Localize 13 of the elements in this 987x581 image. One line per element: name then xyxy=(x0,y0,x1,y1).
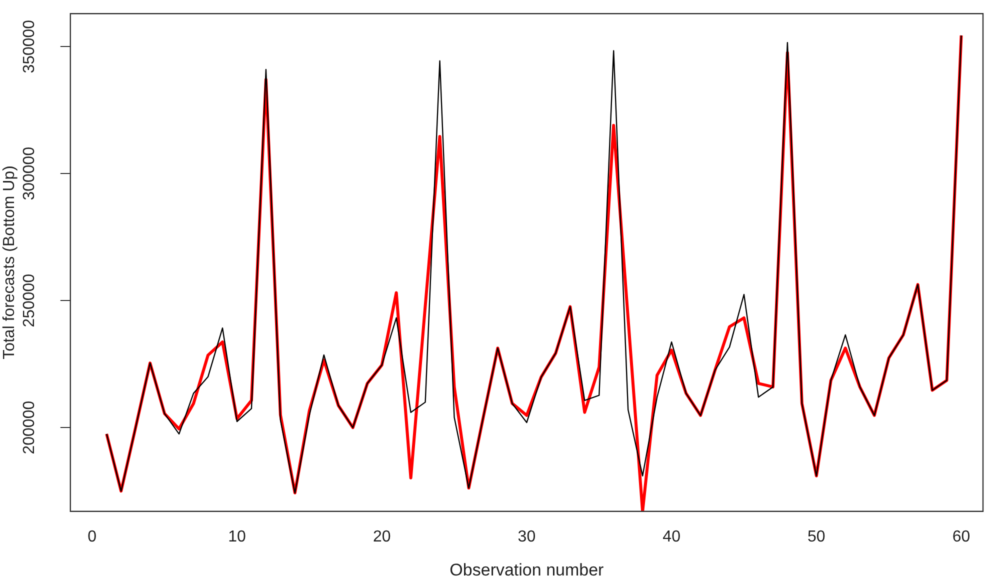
x-tick-label: 20 xyxy=(372,528,391,546)
x-tick-label: 50 xyxy=(808,528,826,546)
y-axis-title: Total forecasts (Bottom Up) xyxy=(1,166,18,360)
x-tick-label: 60 xyxy=(952,528,970,546)
x-tick-label: 30 xyxy=(518,528,536,546)
x-tick-label: 0 xyxy=(88,528,97,546)
x-tick-label: 40 xyxy=(662,528,681,546)
y-tick-label: 200000 xyxy=(21,400,38,454)
x-axis-title: Observation number xyxy=(450,560,604,580)
x-tick-label: 10 xyxy=(228,528,246,546)
y-tick-label: 250000 xyxy=(21,274,38,328)
y-tick-label: 350000 xyxy=(21,20,38,74)
y-tick-label: 300000 xyxy=(21,146,38,200)
